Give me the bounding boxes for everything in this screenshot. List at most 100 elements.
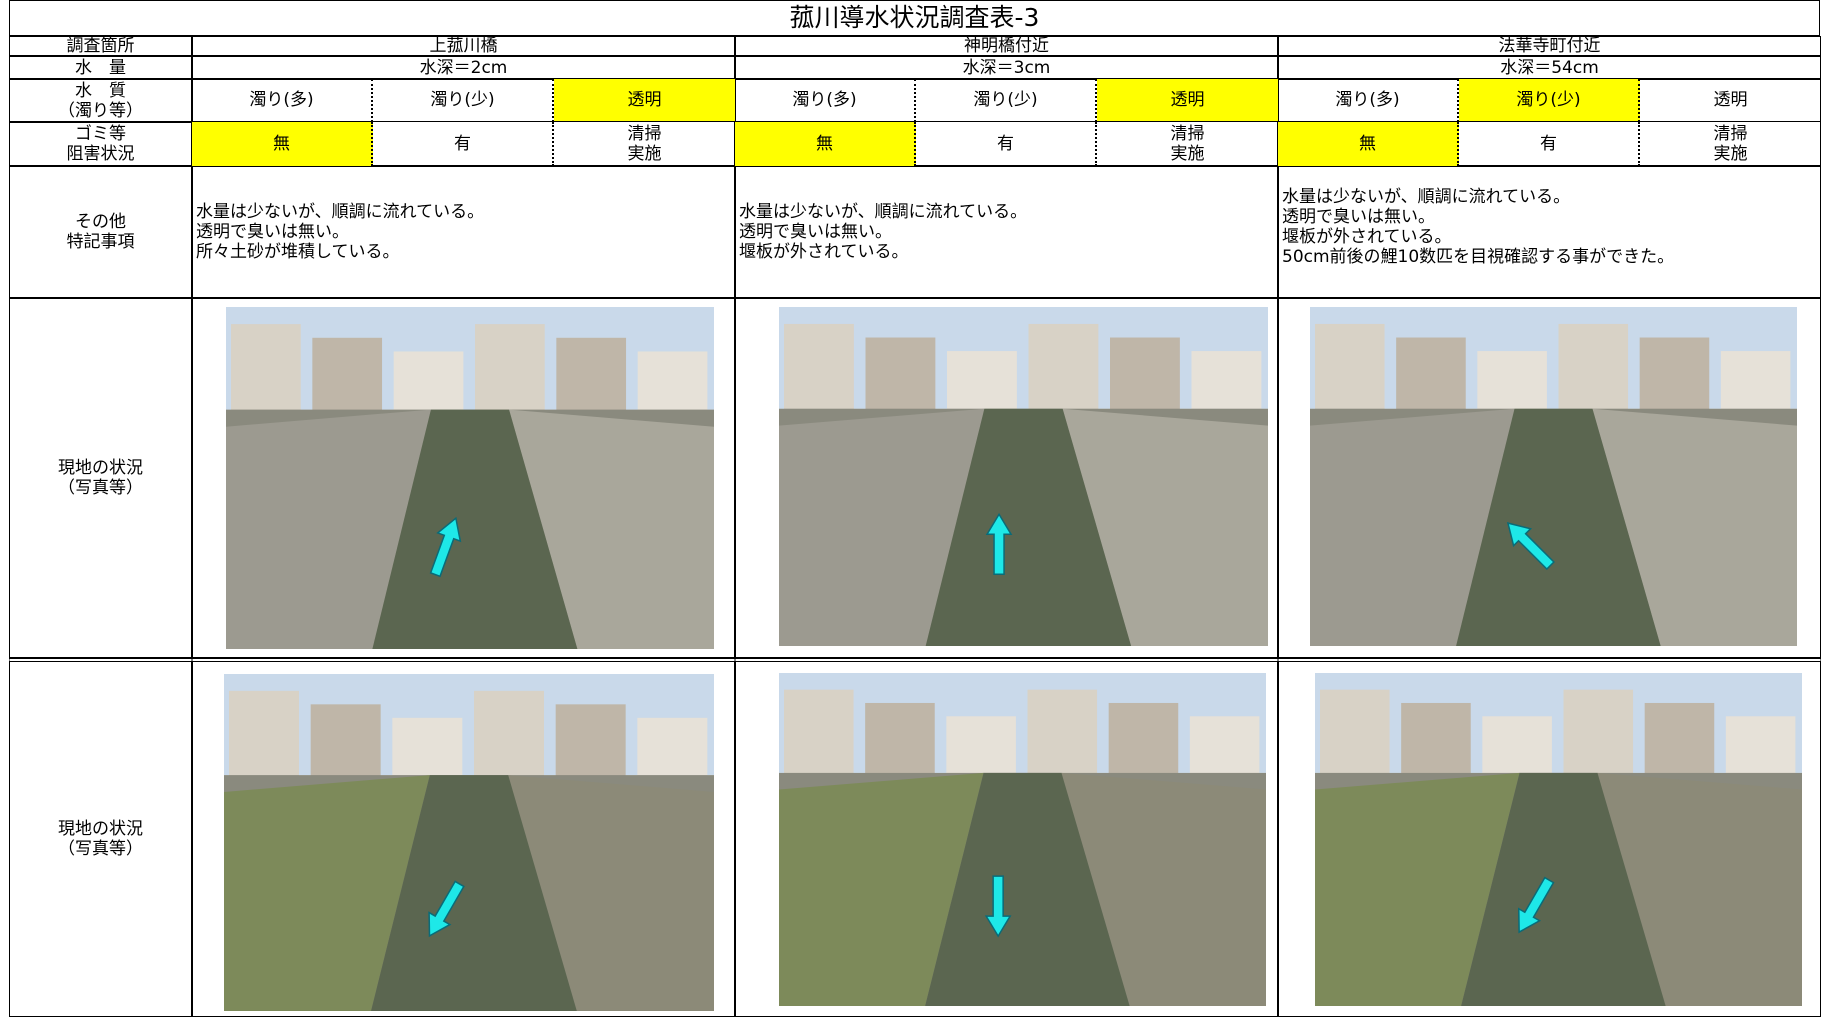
- shape: [1061, 772, 1266, 1006]
- rect: [224, 674, 714, 776]
- text-line: 水量は少ないが、順調に流れている。: [739, 202, 1028, 222]
- shape: [224, 775, 430, 1011]
- row-label: 現地の状況 （写真等）: [9, 658, 192, 1017]
- site-photo: [1315, 673, 1802, 1006]
- notes: 水量は少ないが、順調に流れている。 透明で臭いは無い。 所々土砂が堆積している。: [192, 166, 735, 298]
- site-photo: [779, 673, 1266, 1006]
- text-line: 透明で臭いは無い。: [1282, 207, 1435, 227]
- g: [1517, 876, 1555, 934]
- quality-option: 濁り(少): [916, 79, 1097, 122]
- debris-option: 清掃 実施: [1097, 122, 1278, 166]
- text-line: その他: [75, 212, 126, 232]
- shape: [1597, 772, 1802, 1006]
- quality-option: 透明: [554, 79, 735, 122]
- shape: [1310, 408, 1515, 646]
- title: 菰川導水状況調査表-3: [9, 0, 1820, 36]
- text-line: 水量は少ないが、順調に流れている。: [196, 202, 485, 222]
- rect: [1315, 673, 1802, 773]
- rect: [779, 673, 1266, 773]
- shape: [779, 408, 985, 646]
- rect: [1027, 689, 1098, 790]
- notes: 水量は少ないが、順調に流れている。 透明で臭いは無い。 堰板が外されている。: [735, 166, 1278, 298]
- shape: [371, 775, 577, 1011]
- rect: [1310, 307, 1797, 409]
- water-depth: 水深＝54cm: [1278, 56, 1821, 79]
- text-line: （写真等）: [58, 478, 143, 498]
- text-line: 堰板が外されている。: [739, 242, 909, 262]
- g: [429, 516, 462, 578]
- photo-cell: [735, 658, 1278, 1017]
- rect: [229, 690, 299, 792]
- rect: [1563, 689, 1634, 790]
- debris-option: 無: [192, 122, 373, 166]
- notes: 水量は少ないが、順調に流れている。 透明で臭いは無い。 堰板が外されている。 50cm…: [1278, 166, 1821, 298]
- row-label: 水 量: [9, 56, 192, 79]
- rect: [226, 307, 714, 410]
- debris-option: 清掃 実施: [1640, 122, 1821, 166]
- row-label: 水 質（濁り等）: [9, 79, 192, 122]
- quality-option: 濁り(多): [1278, 79, 1459, 122]
- text-line: ゴミ等: [75, 124, 126, 144]
- text-line: 清掃: [1170, 124, 1205, 144]
- shape: [1456, 408, 1661, 646]
- text-line: 阻害状況: [66, 144, 135, 164]
- shape: [925, 772, 1130, 1006]
- debris-option: 無: [735, 122, 916, 166]
- shape: [985, 512, 1013, 576]
- debris-option: 清掃 実施: [554, 122, 735, 166]
- photo-cell: [192, 298, 735, 658]
- water-depth: 水深＝2cm: [192, 56, 735, 79]
- row-label: その他 特記事項: [9, 166, 192, 298]
- text-line: 透明で臭いは無い。: [739, 222, 892, 242]
- quality-option: 濁り(少): [1459, 79, 1640, 122]
- shape: [1461, 772, 1666, 1006]
- text-line: 実施: [627, 144, 662, 164]
- text-line: 実施: [1170, 144, 1205, 164]
- site-name: 上菰川橋: [192, 36, 735, 56]
- text-line: 50cm前後の鯉10数匹を目視確認する事ができた。: [1282, 247, 1675, 267]
- site-photo: [224, 674, 714, 1011]
- text-line: 清掃: [627, 124, 662, 144]
- site-name: 法華寺町付近: [1278, 36, 1821, 56]
- photo-cell: [735, 298, 1278, 658]
- g: [428, 880, 465, 938]
- shape: [372, 409, 578, 649]
- photo-cell: [1278, 658, 1821, 1017]
- site-photo: [1310, 307, 1797, 646]
- quality-option: 濁り(多): [735, 79, 916, 122]
- photo-cell: [1278, 298, 1821, 658]
- quality-option: 透明: [1097, 79, 1278, 122]
- rect: [1320, 689, 1390, 790]
- text-line: 水量は少ないが、順調に流れている。: [1282, 187, 1571, 207]
- shape: [1517, 876, 1555, 934]
- text-line: （写真等）: [58, 839, 143, 859]
- g: [984, 875, 1012, 938]
- water-depth: 水深＝3cm: [735, 56, 1278, 79]
- g: [1506, 522, 1555, 571]
- shape: [984, 875, 1012, 938]
- text-line: （濁り等）: [58, 100, 143, 121]
- text-line: 現地の状況: [58, 458, 143, 478]
- quality-option: 濁り(多): [192, 79, 373, 122]
- shape: [1506, 522, 1555, 571]
- rect: [779, 307, 1268, 409]
- text-line: 清掃: [1713, 124, 1748, 144]
- shape: [508, 775, 714, 1011]
- text-line: 透明で臭いは無い。: [196, 222, 349, 242]
- debris-option: 有: [373, 122, 554, 166]
- site-name: 神明橋付近: [735, 36, 1278, 56]
- shape: [226, 409, 431, 649]
- photo-cell: [192, 658, 735, 1017]
- text-line: 実施: [1713, 144, 1748, 164]
- shape: [779, 772, 984, 1006]
- row-label: 現地の状況 （写真等）: [9, 298, 192, 658]
- text-line: 水 質: [75, 80, 126, 101]
- shape: [429, 516, 462, 578]
- debris-option: 無: [1278, 122, 1459, 166]
- row-label: 調査箇所: [9, 36, 192, 56]
- rect: [784, 689, 854, 790]
- site-photo: [779, 307, 1268, 646]
- quality-option: 透明: [1640, 79, 1821, 122]
- text-line: 特記事項: [66, 232, 135, 252]
